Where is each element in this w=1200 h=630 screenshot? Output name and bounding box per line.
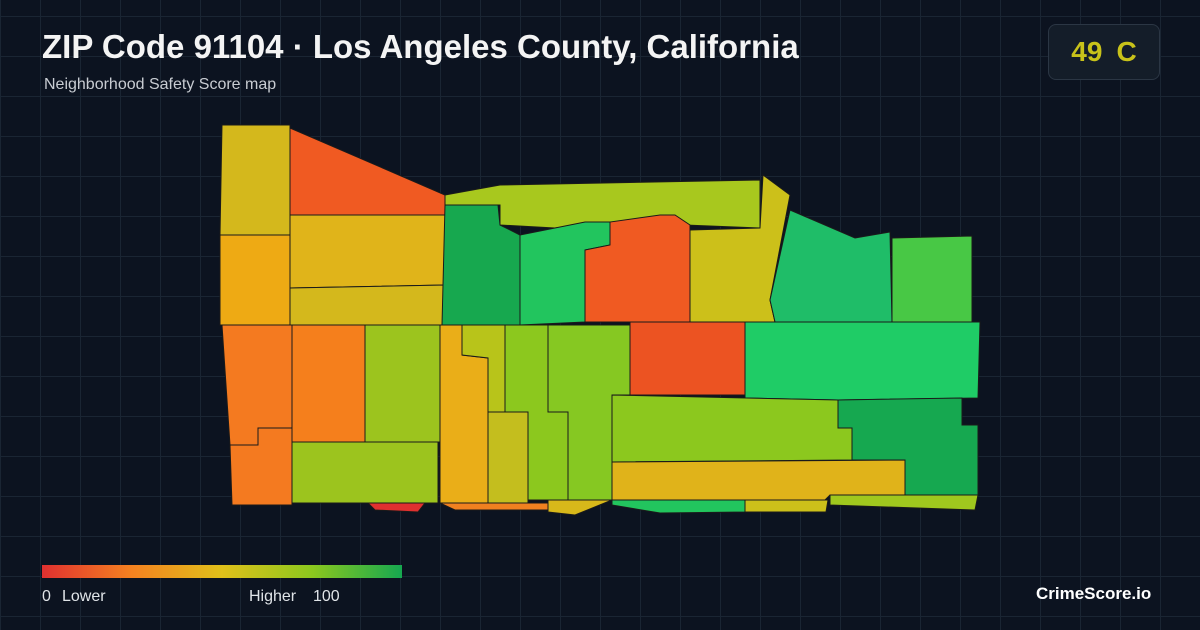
area: [364, 324, 441, 443]
area: [829, 494, 979, 511]
area: [629, 321, 746, 396]
area: [547, 499, 613, 516]
area: [219, 124, 291, 236]
area: [291, 324, 366, 443]
area: [219, 234, 291, 326]
legend-gradient: [42, 565, 402, 578]
area: [439, 502, 549, 511]
score-grade: C: [1116, 36, 1137, 67]
area: [611, 459, 906, 501]
area: [611, 499, 746, 514]
area: [891, 235, 973, 323]
area: [291, 441, 439, 504]
title: ZIP Code 91104 · Los Angeles County, Cal…: [42, 28, 799, 65]
area: [289, 284, 446, 326]
subtitle: Neighborhood Safety Score map: [44, 76, 277, 93]
score-value: 49: [1071, 36, 1103, 67]
area: [221, 324, 293, 446]
legend-min-label: Lower: [62, 588, 106, 605]
area: [229, 427, 293, 506]
area: [769, 209, 893, 323]
area: [584, 214, 691, 323]
legend-min: 0: [42, 588, 51, 605]
area: [744, 499, 829, 513]
area: [611, 394, 853, 463]
area: [289, 214, 446, 289]
legend-max-label: Higher: [249, 588, 297, 605]
area: [289, 127, 446, 216]
area: [744, 321, 981, 401]
score-badge: 49 C: [1048, 24, 1160, 80]
area: [487, 411, 529, 504]
legend-max: 100: [313, 588, 340, 605]
area: [366, 502, 427, 513]
brand: CrimeScore.io: [1036, 584, 1152, 603]
